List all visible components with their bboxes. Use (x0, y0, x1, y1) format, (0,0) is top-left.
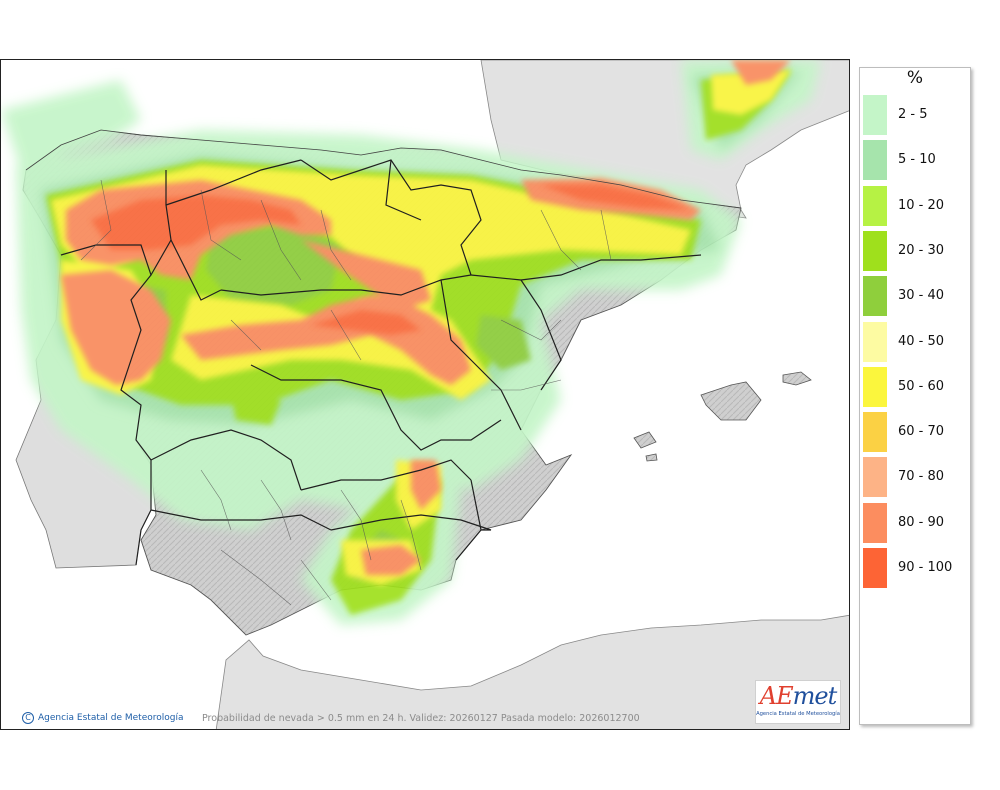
legend-item: 2 - 5 (863, 95, 971, 135)
legend-label: 5 - 10 (898, 152, 936, 168)
mallorca (700, 381, 762, 421)
province-borders (80, 179, 612, 606)
legend-item: 80 - 90 (863, 502, 971, 543)
legend-label: 60 - 70 (898, 424, 945, 440)
menorca (782, 371, 812, 386)
legend-item: 50 - 60 (863, 366, 971, 407)
legend-item: 30 - 40 (863, 276, 971, 317)
legend-label: 10 - 20 (898, 197, 945, 213)
legend-item: 10 - 20 (863, 185, 971, 226)
legend-item: 70 - 80 (863, 457, 971, 498)
logo-word-b: met (792, 682, 838, 710)
copyright-icon: C (22, 712, 34, 724)
map-caption: Probabilidad de nevada > 0.5 mm en 24 h.… (202, 713, 640, 724)
legend-item: 90 - 100 (863, 548, 971, 588)
legend-item: 60 - 70 (863, 412, 971, 453)
legend-swatch (863, 502, 887, 543)
africa-land (215, 614, 849, 729)
legend-swatch (863, 140, 887, 181)
legend-item: 5 - 10 (863, 140, 971, 181)
legend-swatch (863, 230, 887, 271)
spain-coastline (25, 129, 742, 209)
legend-swatch (863, 95, 887, 135)
region-borders (60, 159, 702, 566)
formentera (645, 453, 658, 462)
legend-swatch (863, 321, 887, 362)
logo-word-a: AE (759, 682, 794, 710)
logo-subtitle: Agencia Estatal de Meteorología (756, 711, 840, 717)
legend-swatch (863, 412, 887, 453)
legend-item: 40 - 50 (863, 321, 971, 362)
legend-label: 50 - 60 (898, 378, 945, 394)
legend-label: 90 - 100 (898, 560, 953, 575)
map-panel (0, 59, 850, 730)
legend-swatch (863, 366, 887, 407)
legend-item: 20 - 30 (863, 230, 971, 271)
agency-credit: C Agencia Estatal de Meteorología (22, 712, 184, 724)
legend-swatch (863, 276, 887, 317)
probability-overlay (1, 60, 821, 625)
legend-label: 2 - 5 (898, 107, 928, 122)
legend-label: 40 - 50 (898, 333, 945, 349)
credit-text: Agencia Estatal de Meteorología (38, 713, 184, 723)
probability-legend: % 2 - 5 5 - 10 10 - 20 20 - 30 30 - 40 40 - 5… (859, 67, 971, 725)
legend-swatch (863, 457, 887, 498)
legend-label: 20 - 30 (898, 242, 945, 258)
legend-swatch (863, 185, 887, 226)
aemet-logo: AEmet Agencia Estatal de Meteorología (755, 680, 841, 724)
ibiza (633, 431, 657, 449)
logo-wordmark: AEmet (756, 681, 840, 711)
legend-label: 80 - 90 (898, 514, 945, 530)
legend-title: % (906, 68, 924, 88)
snow-probability-map (1, 60, 849, 729)
legend-swatch (863, 548, 887, 588)
legend-label: 70 - 80 (898, 469, 945, 485)
legend-label: 30 - 40 (898, 288, 945, 304)
